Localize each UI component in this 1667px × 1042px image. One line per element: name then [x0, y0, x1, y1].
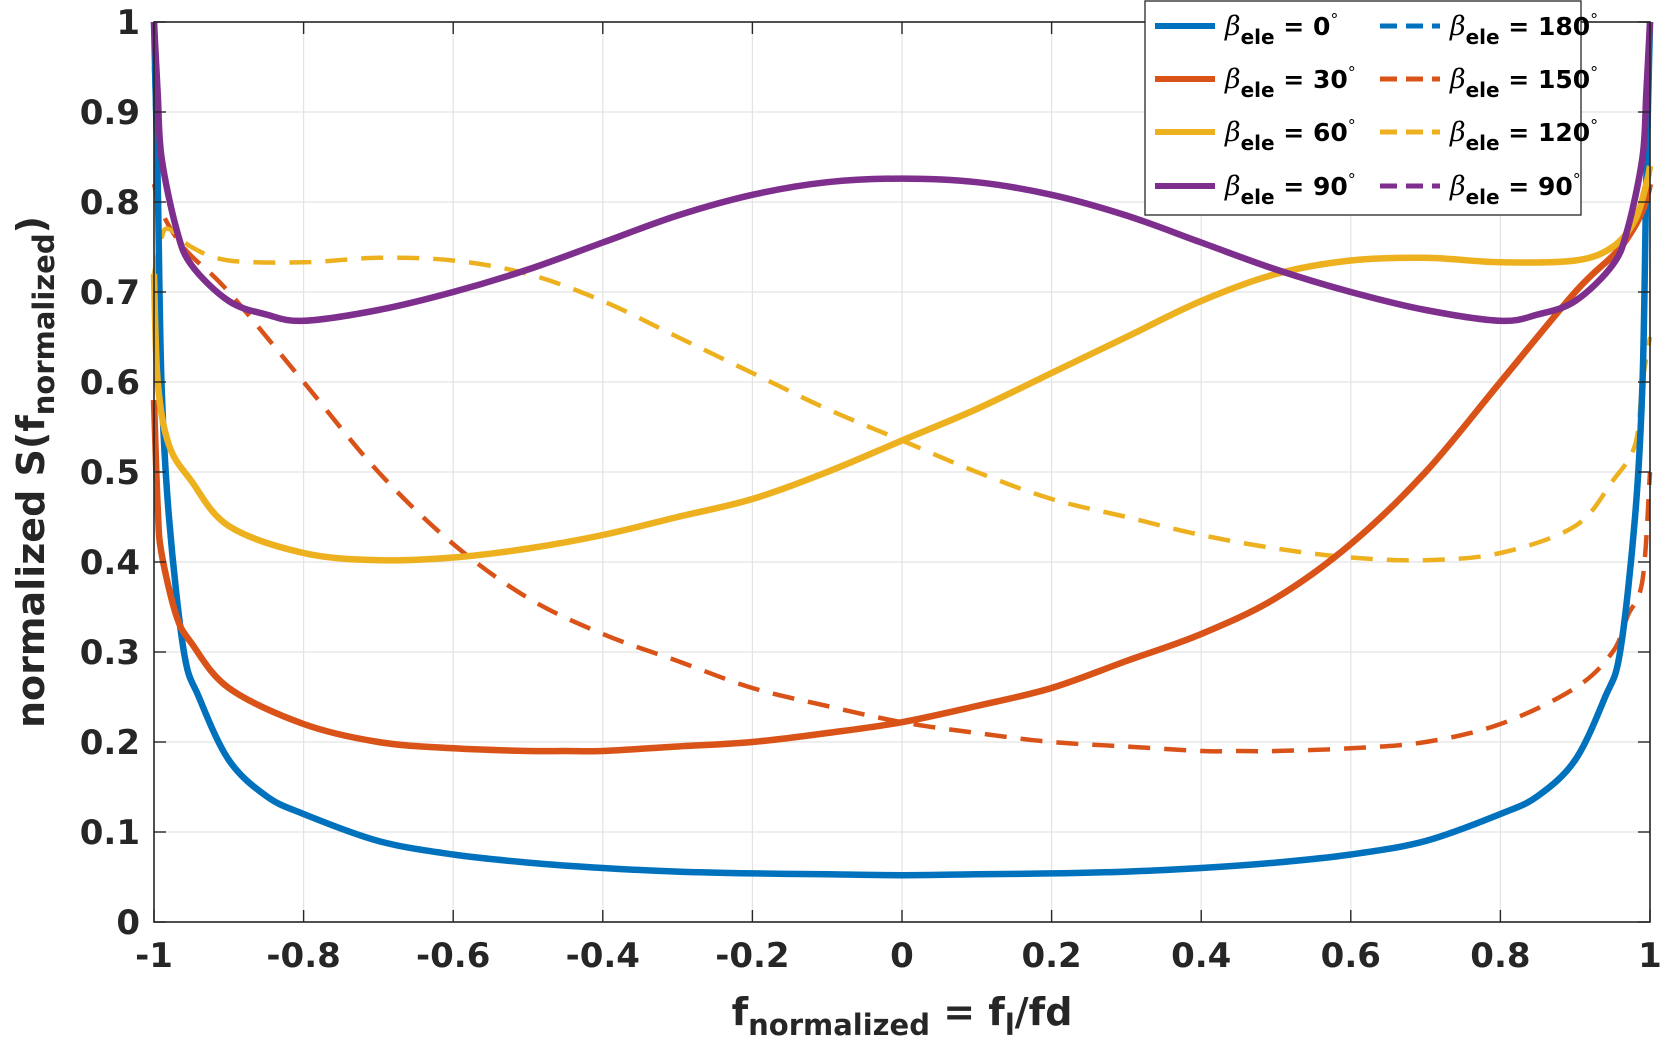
series-line-solid-30	[150, 183, 1654, 755]
x-tick-label: -0.2	[715, 936, 789, 976]
legend-label: βele = 0°	[1224, 10, 1338, 49]
y-tick-label: 0.5	[80, 453, 140, 493]
y-axis-label: normalized S(fnormalized)	[9, 216, 61, 728]
y-tick-label: 1	[116, 3, 140, 43]
y-axis-ticks: 0 0.1 0.2 0.3 0.4 0.5 0.6 0.7 0.8 0.9 1	[80, 3, 1650, 943]
legend-label: βele = 90°	[1224, 170, 1356, 209]
series-line-solid-0	[150, 21, 1654, 879]
y-tick-label: 0.6	[80, 363, 140, 403]
x-tick-label: 0.2	[1021, 936, 1081, 976]
x-axis-label: fnormalized = fl/fd	[732, 990, 1073, 1042]
legend-box	[1144, 0, 1582, 216]
x-tick-label: -0.4	[566, 936, 640, 976]
legend-label: βele = 180°	[1449, 10, 1598, 49]
y-tick-label: 0.2	[80, 723, 140, 763]
y-tick-label: 0	[116, 903, 140, 943]
legend-label: βele = 120°	[1449, 116, 1598, 155]
series-line-solid-90	[150, 21, 1654, 325]
x-axis-ticks: -1 -0.8 -0.6 -0.4 -0.2 0 0.2 0.4 0.6 0.8 1	[135, 22, 1662, 976]
y-tick-label: 0.3	[80, 633, 140, 673]
x-tick-label: -0.6	[416, 936, 490, 976]
series-line-dashed-150	[151, 183, 1653, 754]
legend-label: βele = 60°	[1224, 116, 1356, 155]
x-tick-label: 0.8	[1470, 936, 1530, 976]
x-tick-label: 0	[890, 936, 914, 976]
series-line-solid-60	[150, 165, 1654, 564]
legend-label: βele = 150°	[1449, 63, 1598, 102]
y-tick-label: 0.9	[80, 93, 140, 133]
x-tick-label: 0.6	[1321, 936, 1381, 976]
y-tick-label: 0.7	[80, 273, 140, 313]
y-tick-label: 0.8	[80, 183, 140, 223]
x-tick-label: -1	[135, 936, 173, 976]
legend-label: βele = 30°	[1224, 63, 1356, 102]
y-tick-label: 0.4	[80, 543, 140, 583]
legend: βele = 0° βele = 30° βele = 60° βele = 90° β…	[1144, 0, 1598, 216]
legend-label: βele = 90°	[1449, 170, 1581, 209]
y-tick-label: 0.1	[80, 813, 140, 853]
x-tick-label: 0.4	[1171, 936, 1231, 976]
series-layer	[150, 21, 1654, 879]
x-tick-label: -0.8	[266, 936, 340, 976]
x-tick-label: 1	[1638, 936, 1662, 976]
